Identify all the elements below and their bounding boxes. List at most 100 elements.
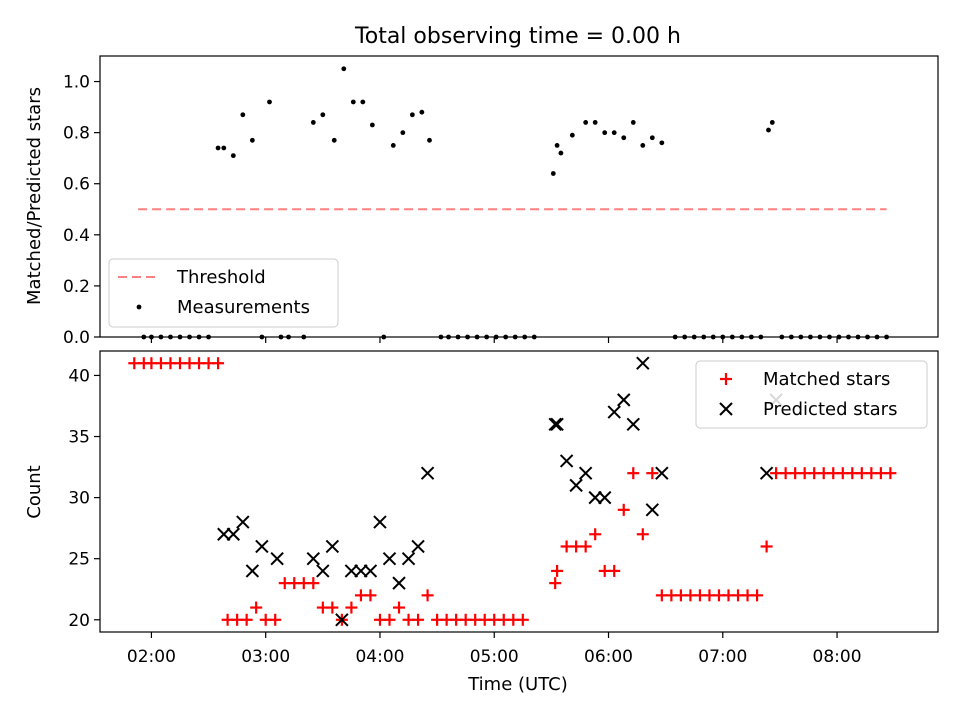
measurement-point <box>758 334 764 340</box>
predicted-star-point <box>270 551 284 566</box>
top-y-axis: 0.0 0.2 0.4 0.6 0.8 1.0 <box>63 73 100 348</box>
measurement-point <box>158 334 164 340</box>
bottom-legend-box <box>695 360 928 429</box>
top-legend: Threshold Measurements <box>108 258 339 328</box>
measurement-point <box>438 334 444 340</box>
bottom-plot-frame <box>99 350 939 633</box>
measurement-point <box>390 143 396 148</box>
matched-star-point <box>608 564 621 577</box>
measurement-point <box>846 334 851 340</box>
y-tick-label: 35 <box>68 428 90 448</box>
matched-star-point <box>383 613 396 626</box>
matched-star-point <box>345 601 358 614</box>
predicted-star-point <box>316 564 330 578</box>
top-plot-frame <box>99 55 939 338</box>
predicted-star-point <box>325 539 340 554</box>
predicted-star-point <box>548 417 562 432</box>
plus-icon <box>720 373 732 385</box>
matched-star-point <box>751 589 764 602</box>
measurement-point <box>278 334 284 340</box>
measurement-point <box>769 120 775 125</box>
y-tick-label: 0.2 <box>63 277 90 297</box>
measurement-point <box>836 334 842 340</box>
measurement-point <box>512 334 518 340</box>
measurement-point <box>710 334 716 340</box>
measurement-point <box>630 120 636 125</box>
matched-star-point <box>412 613 425 626</box>
legend-threshold-label: Threshold <box>176 267 266 288</box>
x-tick-label: 05:00 <box>470 647 519 667</box>
matched-star-point <box>393 601 406 614</box>
measurement-point <box>874 334 880 340</box>
predicted-star-point <box>306 551 321 566</box>
y-tick-label: 0.8 <box>63 124 90 144</box>
y-tick-label: 30 <box>68 489 90 509</box>
measurement-point <box>474 334 480 340</box>
measurement-point <box>177 334 183 340</box>
measurement-point <box>369 122 375 128</box>
measurement-point <box>855 334 861 340</box>
legend-matched-label: Matched stars <box>763 369 890 390</box>
y-tick-label: 1.0 <box>63 73 90 93</box>
measurement-point <box>766 127 771 133</box>
measurement-point <box>739 334 745 340</box>
measurement-point <box>350 99 356 105</box>
predicted-star-point <box>382 551 397 566</box>
predicted-star-point <box>636 356 650 370</box>
measurement-point <box>141 334 147 340</box>
matched-star-point <box>516 613 529 626</box>
matched-star-point <box>250 601 263 614</box>
top-plot-marks <box>138 66 889 340</box>
predicted-star-point <box>655 466 669 480</box>
measurement-point <box>550 171 556 176</box>
measurement-point <box>720 334 726 340</box>
x-tick-label: 07:00 <box>698 647 747 667</box>
measurement-point <box>807 334 813 340</box>
predicted-star-point <box>759 466 774 480</box>
measurement-point <box>446 334 451 340</box>
predicted-star-point <box>578 466 593 480</box>
measurement-point <box>583 120 589 125</box>
predicted-star-point <box>597 490 612 505</box>
matched-star-point <box>549 577 562 590</box>
legend-predicted-label: Predicted stars <box>763 399 897 420</box>
measurement-point <box>865 334 870 340</box>
x-tick-label: 06:00 <box>584 647 633 667</box>
matched-star-point <box>269 613 282 626</box>
measurement-point <box>531 334 537 340</box>
measurement-point <box>230 153 236 159</box>
matched-star-point <box>627 467 640 480</box>
measurement-point <box>341 66 347 72</box>
measurement-point <box>788 334 794 340</box>
measurement-point <box>592 120 598 125</box>
matched-star-point <box>617 503 630 516</box>
bottom-y-axis-label: Count <box>24 465 45 518</box>
matched-star-point <box>646 467 659 480</box>
matched-star-point <box>884 467 897 480</box>
y-tick-label: 25 <box>68 550 90 570</box>
x-icon <box>719 402 733 416</box>
measurement-point <box>249 137 255 143</box>
y-tick-label: 20 <box>68 611 90 631</box>
measurement-point <box>196 334 202 340</box>
predicted-star-point <box>645 503 660 517</box>
bottom-x-axis-label: Time (UTC) <box>467 674 568 695</box>
matched-star-point <box>579 540 592 553</box>
measurement-point <box>240 112 246 118</box>
x-tick-label: 03:00 <box>241 647 290 667</box>
measurement-point <box>558 150 564 156</box>
predicted-star-point <box>569 478 583 493</box>
measurement-point <box>286 334 291 340</box>
y-tick-label: 40 <box>68 366 90 386</box>
predicted-star-point <box>363 564 378 578</box>
top-panel: 0.0 0.2 0.4 0.6 0.8 1.0 Matched/Predicted sta… <box>24 55 939 348</box>
predicted-star-point <box>245 564 260 578</box>
measurement-point <box>682 334 688 340</box>
top-y-axis-label: Matched/Predicted stars <box>24 87 45 305</box>
matched-star-point <box>307 577 320 590</box>
measurement-point <box>621 135 627 141</box>
predicted-star-point <box>217 527 231 541</box>
measurement-point <box>611 130 617 136</box>
measurement-point <box>331 137 337 143</box>
